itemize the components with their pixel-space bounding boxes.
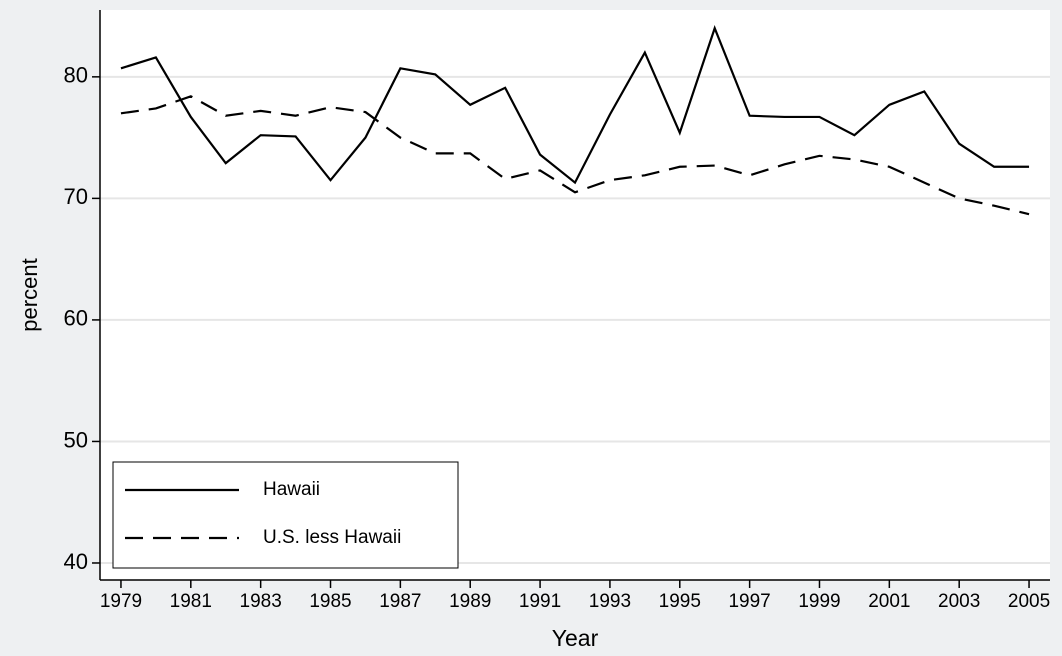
- y-tick-label: 70: [64, 184, 88, 209]
- series-line: [120, 25, 1030, 185]
- x-tick-label: 2005: [1008, 591, 1050, 612]
- x-tick-label: 1987: [379, 591, 421, 612]
- series-line: [120, 95, 1030, 216]
- y-axis-label: percent: [17, 258, 42, 331]
- legend-label: Hawaii: [263, 479, 320, 500]
- y-tick-label: 40: [64, 549, 88, 574]
- x-tick-label: 2001: [868, 591, 910, 612]
- y-tick-label: 60: [64, 306, 88, 331]
- x-tick-label: 1991: [519, 591, 561, 612]
- x-tick-label: 1979: [100, 591, 142, 612]
- x-tick-label: 1983: [240, 591, 282, 612]
- x-tick-label: 1999: [798, 591, 840, 612]
- y-tick-label: 50: [64, 427, 88, 452]
- x-axis-label: Year: [552, 625, 599, 651]
- legend-label: U.S. less Hawaii: [263, 527, 401, 548]
- x-tick-label: 1993: [589, 591, 631, 612]
- legend-box: [112, 461, 459, 569]
- x-tick-label: 1995: [659, 591, 701, 612]
- x-tick-label: 1981: [170, 591, 212, 612]
- x-tick-label: 1985: [309, 591, 351, 612]
- x-tick-label: 1997: [728, 591, 770, 612]
- x-tick-label: 2003: [938, 591, 980, 612]
- y-tick-label: 80: [64, 63, 88, 88]
- x-tick-label: 1989: [449, 591, 491, 612]
